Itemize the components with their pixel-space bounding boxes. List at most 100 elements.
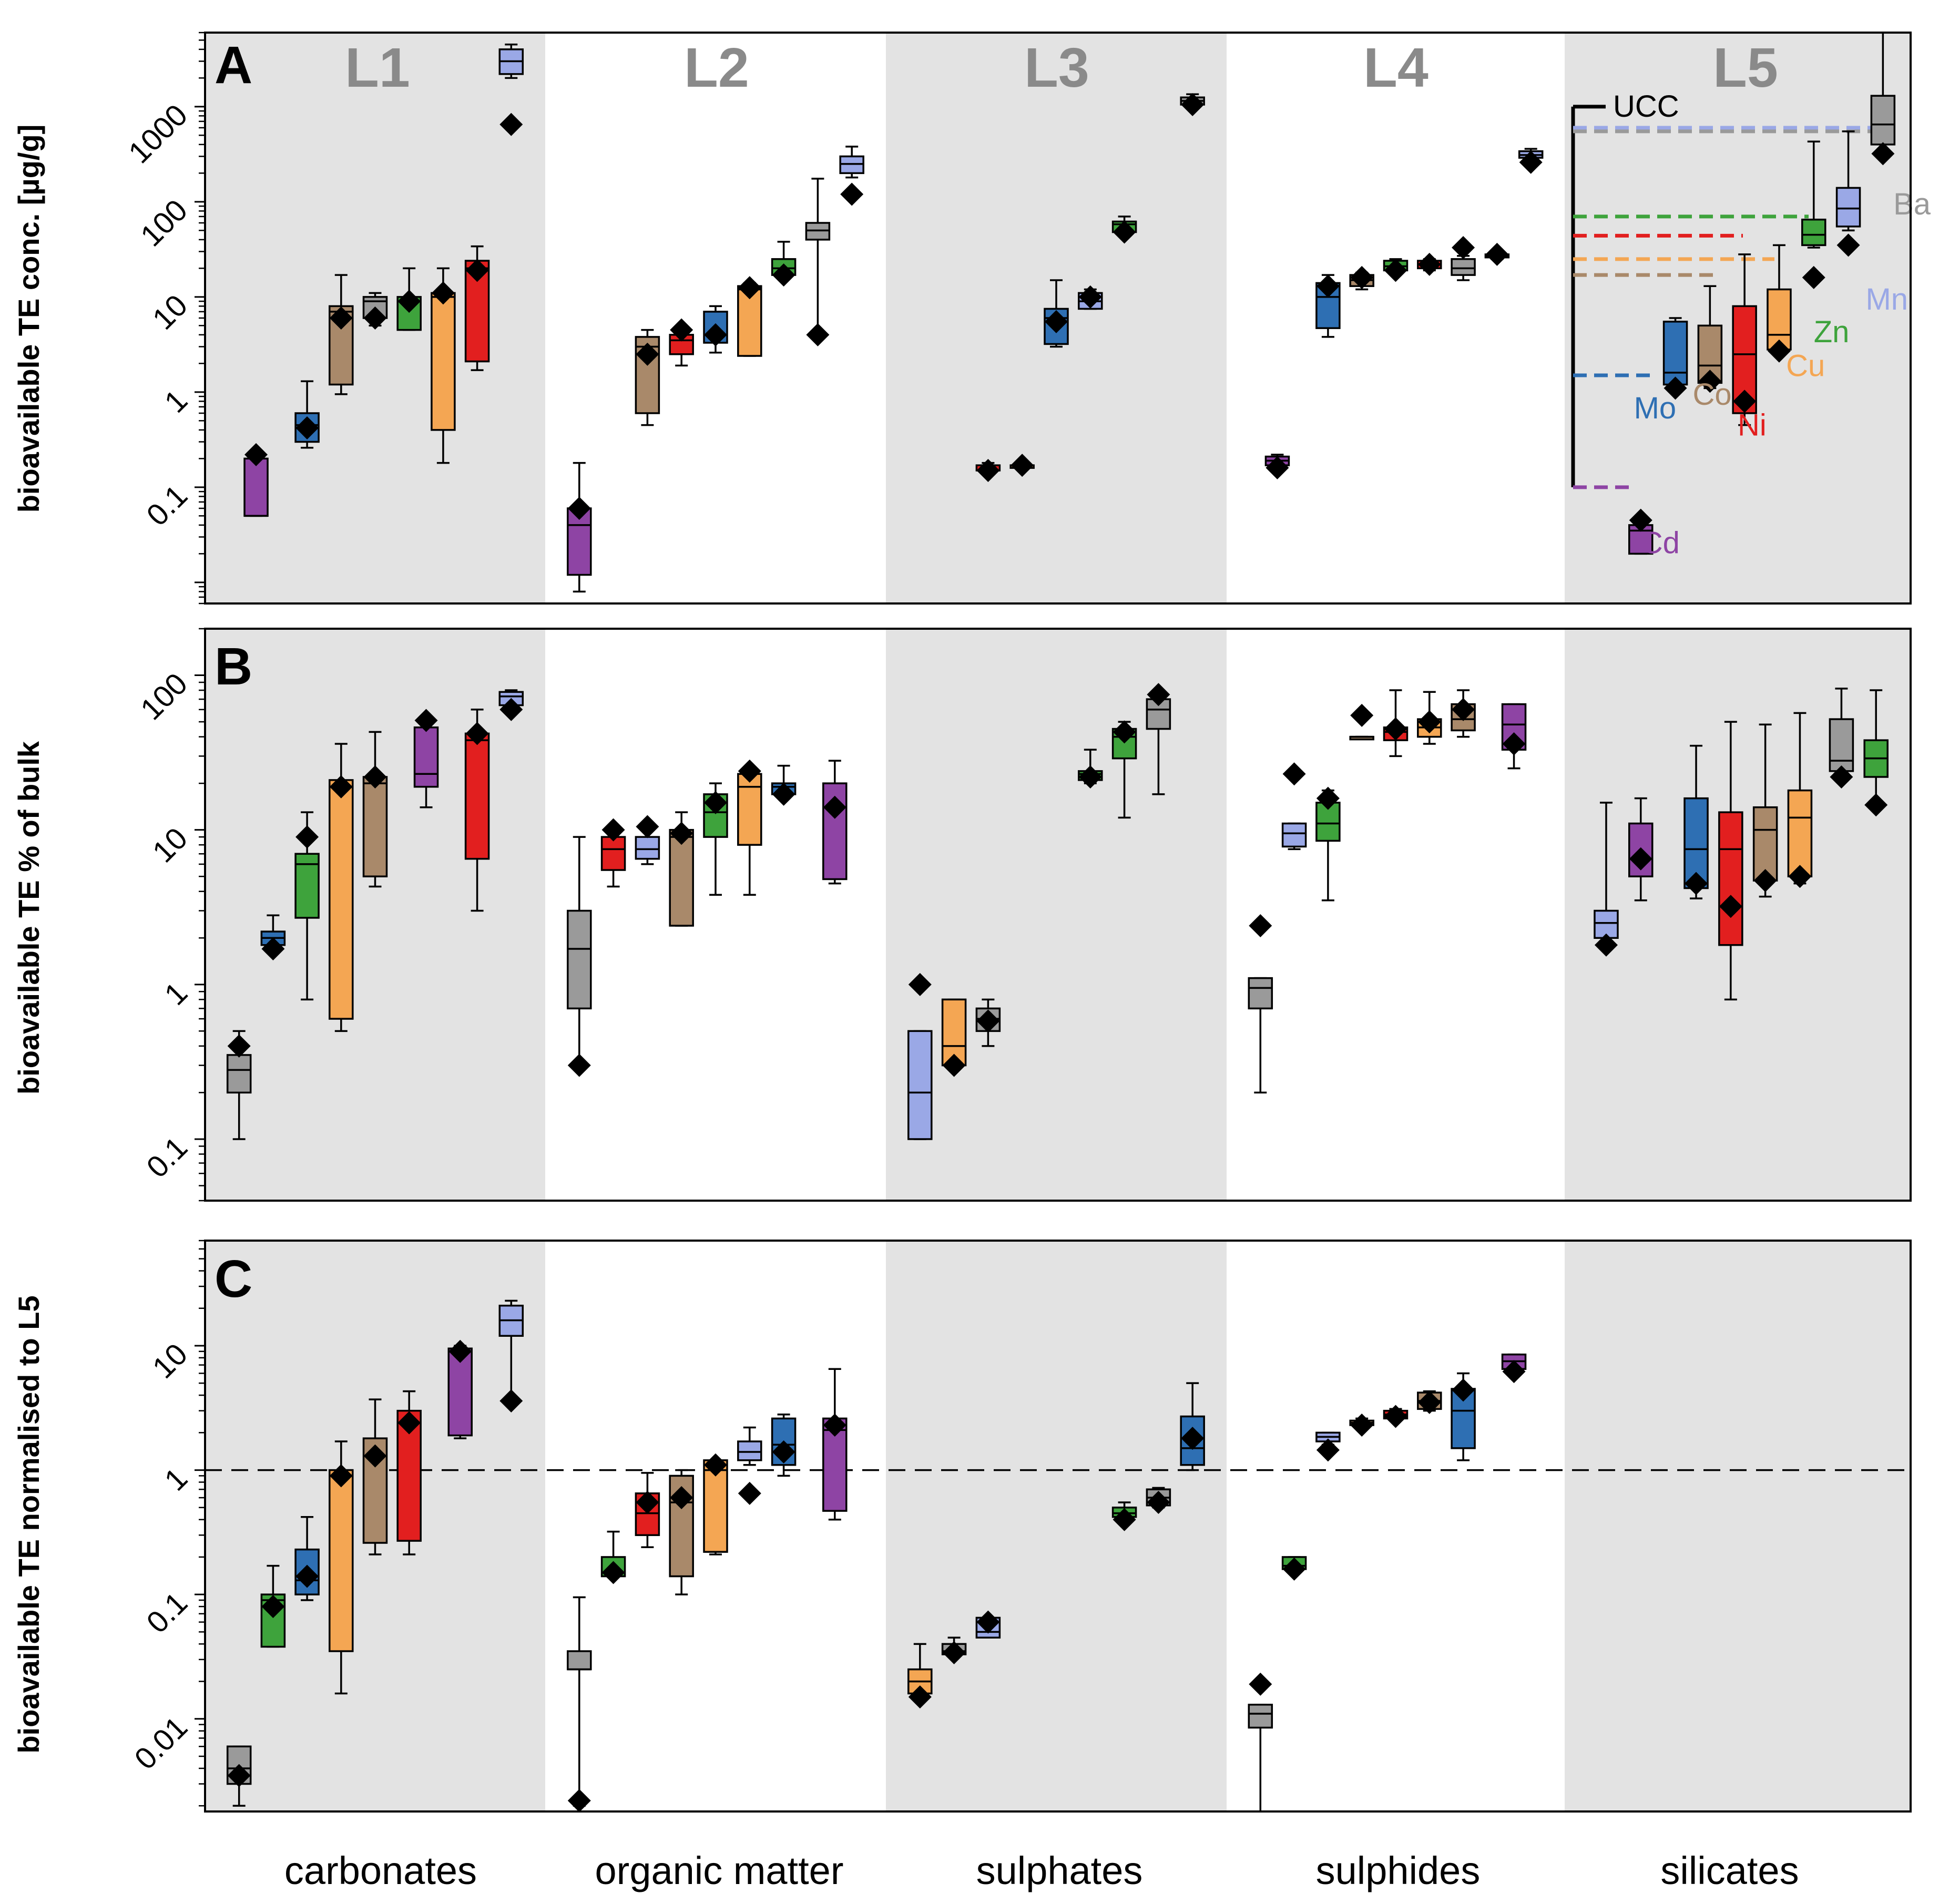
point-co: [1417, 1390, 1441, 1414]
leach-label-L4: L4: [1363, 37, 1428, 99]
group-shade: [205, 629, 545, 1201]
point-ni: [670, 318, 693, 342]
x-label-silicates: silicates: [1660, 1849, 1799, 1892]
point-cu: [1011, 454, 1034, 477]
box-cd: [243, 457, 269, 517]
box-ba: [226, 1054, 252, 1094]
point-cd: [567, 497, 591, 520]
point-cd: [1629, 847, 1652, 871]
point-cd: [1502, 732, 1526, 756]
point-ni: [1384, 1405, 1407, 1428]
point-cu: [1417, 710, 1441, 734]
panel-B-y-label: bioavailable TE % of bulk: [12, 741, 45, 1094]
point-ni: [1733, 390, 1757, 413]
point-zn: [1384, 259, 1407, 282]
point-co: [1698, 370, 1722, 393]
y-tick-label: 1: [158, 1461, 194, 1498]
point-mn: [499, 112, 523, 136]
element-label-ni: Ni: [1738, 408, 1767, 443]
point-ba: [227, 1034, 251, 1058]
point-cd: [1502, 1360, 1526, 1384]
point-co: [1350, 1413, 1374, 1437]
group-shade: [886, 629, 1227, 1201]
point-ni: [1384, 717, 1407, 741]
box-cd: [447, 1347, 473, 1437]
box-ba: [567, 909, 592, 1010]
box-ba: [567, 1650, 592, 1671]
element-label-zn: Zn: [1814, 315, 1850, 349]
panel-frame-B: [204, 628, 1912, 1202]
point-ni: [976, 458, 1000, 482]
point-ba: [363, 306, 387, 330]
box-cu: [737, 773, 762, 846]
x-label-sulphates: sulphates: [976, 1849, 1143, 1892]
panel-B-letter: B: [215, 637, 252, 696]
point-mn: [499, 698, 523, 721]
point-mo: [1045, 310, 1068, 333]
point-co: [329, 306, 353, 330]
y-tick-label: 0.1: [140, 478, 194, 533]
x-label-carbonates: carbonates: [284, 1849, 477, 1892]
point-mo: [1181, 1427, 1205, 1450]
point-mn: [908, 973, 932, 996]
point-ba: [227, 1764, 251, 1787]
panel-C-y-label: bioavailable TE normalised to L5: [12, 1295, 45, 1753]
point-mn: [1836, 233, 1860, 257]
point-co: [1452, 698, 1475, 721]
group-shade: [886, 1241, 1227, 1811]
point-zn: [261, 1595, 285, 1619]
point-co: [1350, 265, 1374, 289]
point-zn: [1802, 265, 1825, 289]
point-zn: [1282, 1557, 1306, 1581]
box-mn: [1281, 822, 1307, 848]
element-label-mn: Mn: [1865, 282, 1908, 316]
box-co: [1752, 806, 1778, 882]
panel-C-letter: C: [215, 1250, 252, 1308]
y-tick-label: 1: [158, 383, 194, 419]
panel-frame-C: [204, 1240, 1912, 1813]
point-ni: [1719, 895, 1742, 918]
point-cu: [942, 1053, 966, 1077]
box-co: [669, 828, 694, 927]
panel-frame-A: [204, 32, 1912, 605]
leach-label-L2: L2: [684, 37, 749, 99]
box-mo: [1451, 1388, 1476, 1449]
y-tick-label: 10: [146, 821, 195, 869]
point-co: [1350, 703, 1374, 727]
box-cu: [329, 1469, 354, 1652]
point-cd: [1629, 508, 1652, 532]
y-tick-label: 0.1: [140, 1585, 194, 1640]
element-label-co: Co: [1692, 377, 1731, 412]
box-cu: [431, 292, 456, 431]
point-ba: [1830, 765, 1853, 789]
point-ni: [465, 722, 489, 745]
x-label-sulphides: sulphides: [1316, 1849, 1481, 1892]
point-mo: [772, 782, 795, 806]
point-cu: [1767, 339, 1791, 363]
point-ba: [942, 1641, 966, 1665]
box-ba: [1829, 718, 1854, 772]
point-mo: [295, 1564, 319, 1588]
leach-label-L1: L1: [345, 37, 410, 99]
point-mn: [1078, 285, 1102, 309]
point-cu: [329, 1464, 353, 1488]
y-tick-label: 10: [146, 288, 195, 336]
box-ni: [464, 732, 490, 860]
point-ba: [1147, 1491, 1170, 1514]
point-ba: [1147, 683, 1170, 707]
point-ba: [1249, 914, 1272, 937]
y-tick-label: 0.01: [128, 1710, 194, 1776]
point-mo: [1316, 274, 1340, 298]
point-cu: [704, 1453, 727, 1477]
point-zn: [1113, 220, 1136, 244]
point-mo: [1664, 376, 1687, 400]
box-ba: [1451, 258, 1476, 276]
panel-A-letter: A: [215, 36, 252, 95]
point-cd: [448, 1339, 472, 1363]
element-label-ba: Ba: [1893, 187, 1931, 221]
element-label-cd: Cd: [1641, 526, 1680, 560]
point-cu: [329, 775, 353, 799]
box-ba: [1248, 977, 1273, 1010]
point-ni: [397, 1411, 421, 1435]
point-zn: [1078, 765, 1102, 789]
